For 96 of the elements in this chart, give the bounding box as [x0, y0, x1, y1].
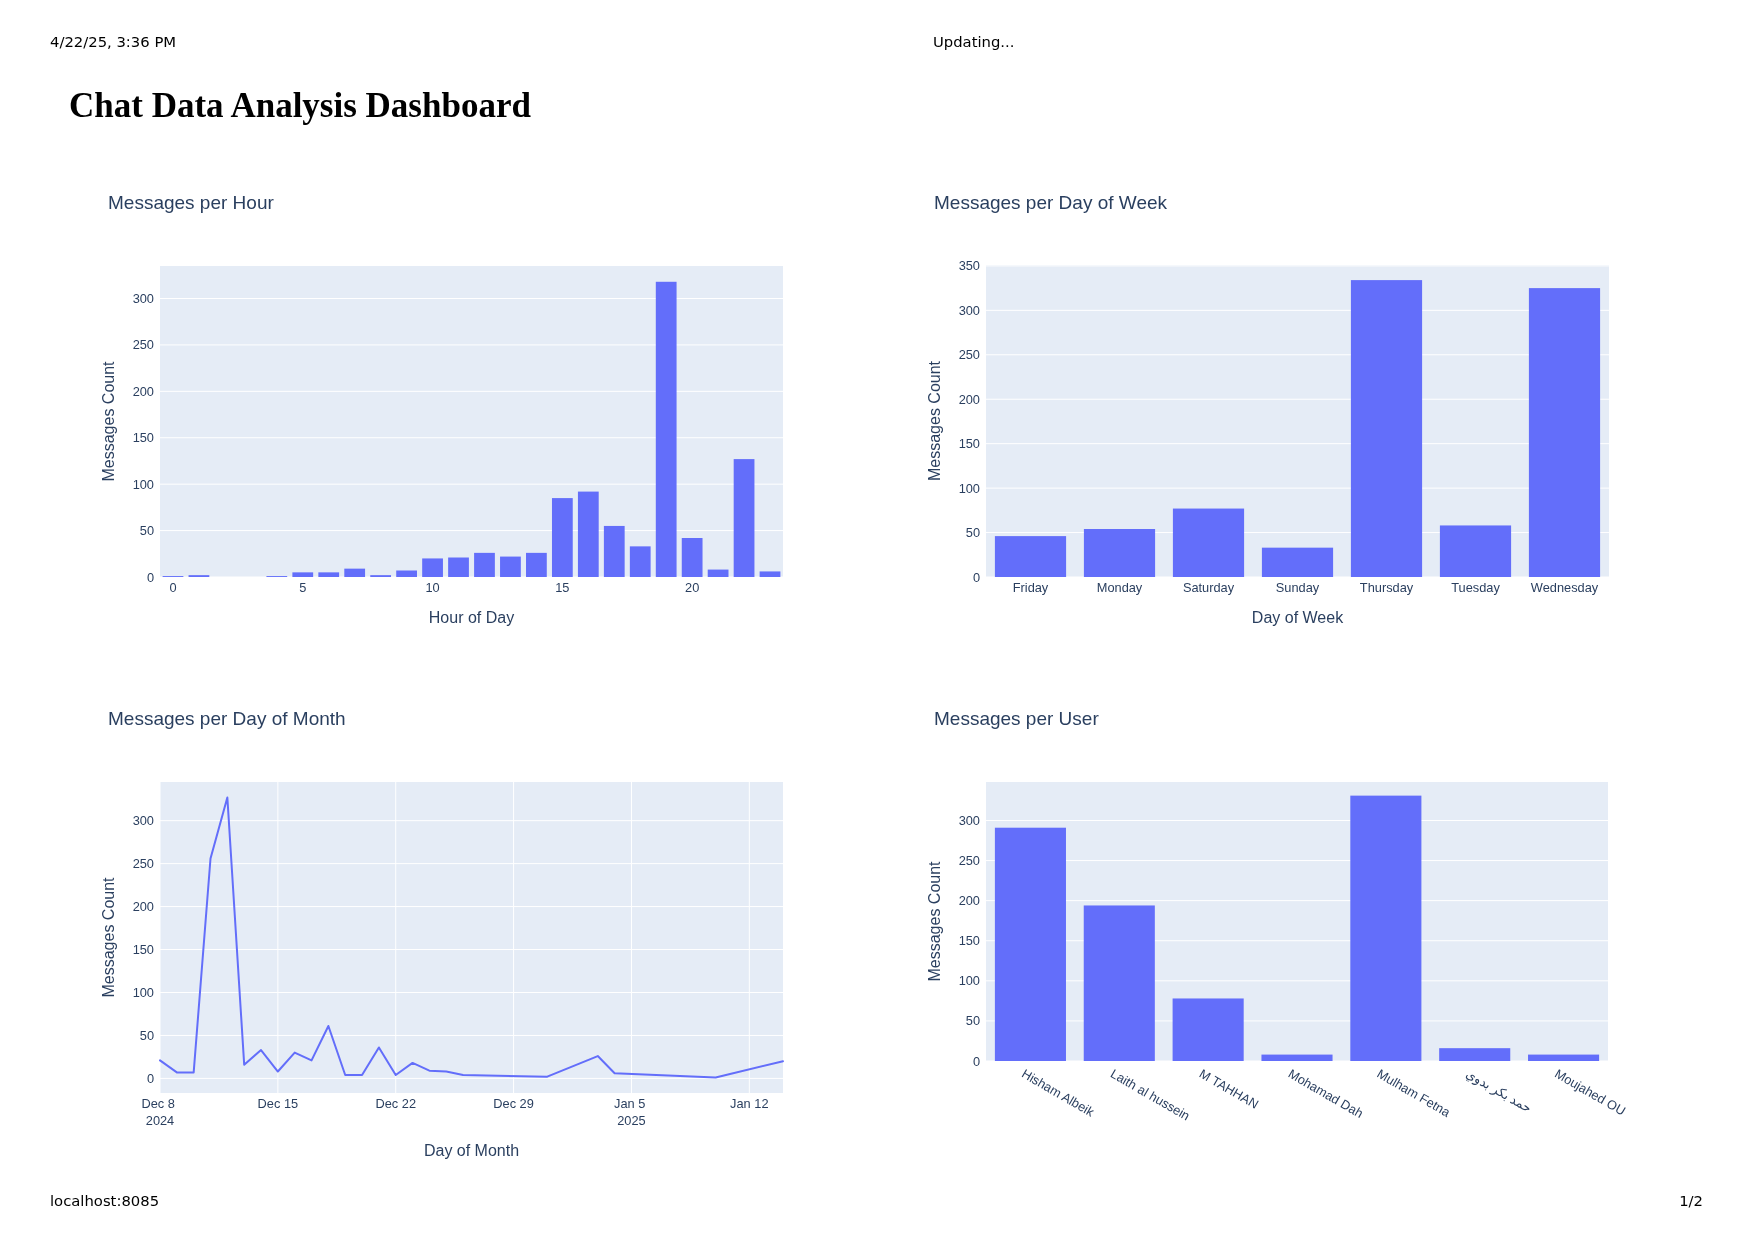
- x-tick-label: Dec 8 2024: [141, 1095, 179, 1128]
- x-axis-title: Day of Month: [423, 1142, 520, 1160]
- y-tick-label: 250: [958, 853, 980, 869]
- x-axis-title: Hour of Day: [428, 609, 515, 627]
- x-tick-label: Friday: [1012, 579, 1049, 595]
- y-tick-label: 50: [139, 523, 154, 539]
- x-tick-label: Sunday: [1275, 579, 1320, 595]
- y-tick-label: 150: [132, 430, 154, 446]
- bar: [603, 525, 625, 577]
- bar: [318, 572, 340, 577]
- bar: [448, 557, 469, 577]
- chart-title: Messages per User: [934, 707, 1100, 729]
- bar: [526, 552, 547, 577]
- bar: [1083, 529, 1156, 577]
- text: 4/22/25, 3:36 PM: [50, 32, 177, 50]
- x-tick-label: 0: [169, 579, 177, 595]
- x-tick-label: 10: [425, 579, 440, 595]
- bar: [1172, 998, 1244, 1061]
- chart-title: Messages per Day of Month: [108, 707, 346, 729]
- bar: [1528, 1054, 1600, 1061]
- y-tick-label: 200: [132, 383, 154, 399]
- x-tick-label: Wednesday: [1530, 579, 1599, 595]
- bar: [759, 571, 781, 577]
- y-axis-title: Messages Count: [925, 860, 943, 982]
- bar: [1172, 508, 1245, 577]
- bar: [681, 538, 703, 577]
- y-tick-label: 0: [146, 569, 154, 585]
- bar: [994, 827, 1066, 1061]
- x-tick-label: 20: [685, 579, 700, 595]
- line-series: [159, 796, 784, 1079]
- y-tick-label: 300: [132, 290, 154, 306]
- x-tick-label: Saturday: [1182, 579, 1235, 595]
- chart-title: Messages per Hour: [108, 191, 275, 213]
- text: localhost:8085: [50, 1191, 160, 1209]
- y-tick-label: 350: [958, 258, 980, 274]
- chart-title: Messages per Day of Week: [934, 191, 1168, 213]
- x-tick-label: Monday: [1096, 579, 1143, 595]
- bar: [1261, 547, 1334, 577]
- text: 1/2: [1679, 1191, 1703, 1209]
- x-tick-label: Jan 12: [730, 1095, 769, 1111]
- y-tick-label: 100: [958, 973, 980, 989]
- bar: [551, 498, 573, 577]
- bar: [1350, 280, 1423, 577]
- y-axis-title: Messages Count: [925, 360, 943, 482]
- x-tick-label: 15: [555, 579, 570, 595]
- y-tick-label: 0: [972, 1053, 980, 1069]
- bar: [1261, 1054, 1333, 1061]
- x-tick-label: Jan 5 2025: [614, 1095, 649, 1128]
- x-tick-label: Tuesday: [1451, 579, 1501, 595]
- bar: [1083, 905, 1155, 1061]
- bar: [422, 558, 443, 577]
- y-tick-label: 50: [965, 525, 980, 541]
- bar: [1350, 795, 1422, 1061]
- bar: [655, 281, 677, 577]
- y-tick-label: 200: [958, 391, 980, 407]
- y-tick-label: 50: [965, 1013, 980, 1029]
- bar: [396, 570, 417, 577]
- x-tick-label: Dec 15: [257, 1095, 299, 1111]
- x-tick-label: حمد بكر بدوي: [1462, 1065, 1535, 1117]
- y-tick-label: 200: [132, 899, 154, 915]
- x-tick-label: Dec 22: [375, 1095, 416, 1111]
- y-tick-label: 150: [958, 933, 980, 949]
- y-tick-label: 300: [958, 812, 980, 828]
- x-axis-title: Day of Week: [1251, 609, 1345, 627]
- y-tick-label: 250: [132, 856, 154, 872]
- y-tick-label: 250: [958, 347, 980, 363]
- x-tick-label: Dec 29: [493, 1095, 534, 1111]
- y-tick-label: 150: [958, 436, 980, 452]
- text: Updating...: [933, 32, 1015, 50]
- bar: [994, 536, 1067, 577]
- bar: [1439, 1048, 1511, 1061]
- x-tick-label: Thursday: [1359, 579, 1414, 595]
- bar: [1528, 288, 1601, 577]
- y-tick-label: 100: [132, 984, 154, 1000]
- text: Chat Data Analysis Dashboard: [69, 85, 532, 125]
- y-tick-label: 150: [132, 942, 154, 958]
- bar: [1439, 525, 1512, 577]
- y-tick-label: 100: [958, 480, 980, 496]
- y-axis-title: Messages Count: [99, 876, 117, 998]
- x-tick-label: 5: [299, 579, 307, 595]
- bar: [629, 546, 651, 577]
- bar: [500, 556, 521, 577]
- y-tick-label: 100: [132, 476, 154, 492]
- y-tick-label: 250: [132, 337, 154, 353]
- bar: [344, 568, 366, 577]
- bar: [474, 552, 495, 577]
- y-tick-label: 300: [132, 813, 154, 829]
- y-axis-title: Messages Count: [99, 360, 117, 482]
- bar: [707, 569, 729, 577]
- y-tick-label: 50: [139, 1027, 154, 1043]
- y-tick-label: 0: [972, 569, 980, 585]
- y-tick-label: 200: [958, 893, 980, 909]
- bar: [292, 572, 314, 577]
- y-tick-label: 300: [958, 302, 980, 318]
- bar: [577, 491, 599, 577]
- bar: [733, 459, 755, 577]
